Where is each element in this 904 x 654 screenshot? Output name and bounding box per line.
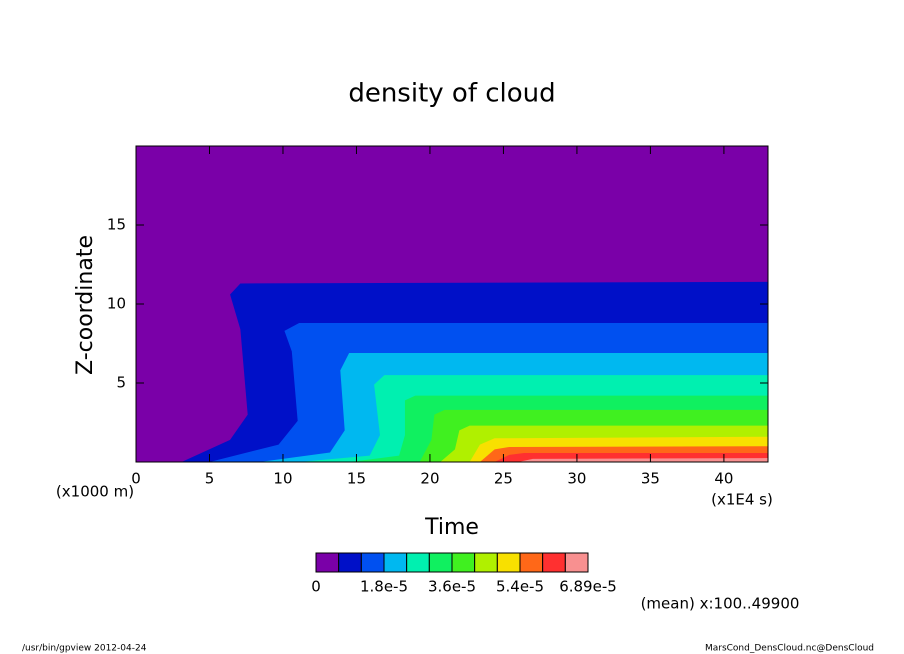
y-unit-label: (x1000 m) xyxy=(56,483,134,501)
colorbar-box xyxy=(406,552,430,573)
colorbar-box xyxy=(564,552,589,573)
y-tick-label: 5 xyxy=(116,374,126,392)
colorbar-box xyxy=(496,552,521,573)
x-tick-label: 30 xyxy=(567,470,586,488)
x-tick-label: 40 xyxy=(714,470,733,488)
x-unit-label: (x1E4 s) xyxy=(711,491,773,509)
x-tick-label: 10 xyxy=(273,470,292,488)
footer-right: MarsCond_DensCloud.nc@DensCloud xyxy=(705,644,874,654)
x-tick-label: 15 xyxy=(347,470,366,488)
x-tick-label: 0 xyxy=(131,470,141,488)
colorbar-box xyxy=(519,552,544,573)
colorbar-box xyxy=(428,552,453,573)
y-axis-label: Z-coordinate xyxy=(73,235,98,375)
colorbar-tick-label: 1.8e-5 xyxy=(360,578,408,596)
x-tick-label: 20 xyxy=(420,470,439,488)
x-tick-label: 25 xyxy=(494,470,513,488)
x-axis-label: Time xyxy=(424,515,479,540)
y-tick-label: 10 xyxy=(107,295,126,313)
colorbar-box xyxy=(315,552,340,573)
footer-left: /usr/bin/gpview 2012-04-24 xyxy=(22,644,147,654)
colorbar-box xyxy=(542,552,566,573)
x-tick-label: 35 xyxy=(641,470,660,488)
colorbar-box xyxy=(360,552,385,573)
colorbar-tick-label: 5.4e-5 xyxy=(496,578,544,596)
colorbar-box xyxy=(338,552,362,573)
colorbar-tick-label: 0 xyxy=(311,578,321,596)
colorbar-tick-label: 6.89e-5 xyxy=(559,578,617,596)
y-tick-label: 15 xyxy=(107,216,126,234)
colorbar-box xyxy=(474,552,498,573)
chart-title: density of cloud xyxy=(348,79,555,109)
colorbar-box xyxy=(383,552,408,573)
colorbar-box xyxy=(451,552,476,573)
colorbar-tick-label: 3.6e-5 xyxy=(428,578,476,596)
contour-band xyxy=(518,458,768,462)
x-tick-label: 5 xyxy=(205,470,215,488)
mean-note: (mean) x:100..49900 xyxy=(641,595,800,613)
